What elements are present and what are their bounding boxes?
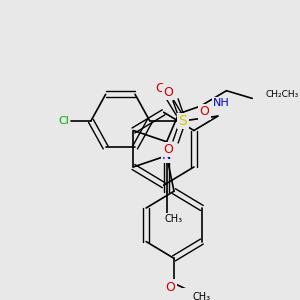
Text: Cl: Cl	[58, 116, 69, 126]
Text: O: O	[155, 82, 165, 95]
Text: S: S	[178, 114, 187, 128]
Text: O: O	[163, 143, 173, 156]
Text: CH₂CH₃: CH₂CH₃	[265, 90, 298, 99]
Text: O: O	[163, 85, 173, 99]
Text: O: O	[200, 105, 209, 118]
Text: N: N	[162, 149, 171, 162]
Text: CH₃: CH₃	[193, 292, 211, 300]
Text: NH: NH	[213, 98, 230, 108]
Text: CH₃: CH₃	[165, 214, 183, 224]
Text: O: O	[165, 281, 175, 294]
